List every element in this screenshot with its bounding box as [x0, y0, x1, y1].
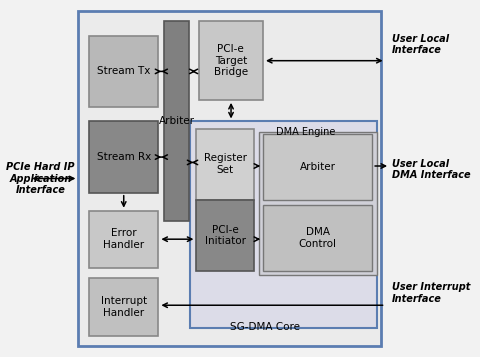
Text: Arbiter: Arbiter [158, 116, 194, 126]
Text: Stream Rx: Stream Rx [97, 152, 151, 162]
Bar [89, 121, 158, 193]
Bar [263, 205, 372, 271]
Text: PCI-e
Target
Bridge: PCI-e Target Bridge [214, 44, 248, 77]
Bar [199, 21, 263, 100]
Text: PCI-e
Initiator: PCI-e Initiator [205, 225, 246, 246]
Text: Error
Handler: Error Handler [103, 228, 144, 250]
Text: DMA
Control: DMA Control [299, 227, 336, 249]
Bar [164, 21, 189, 221]
Text: Stream Tx: Stream Tx [97, 66, 151, 76]
Text: DMA Engine: DMA Engine [276, 127, 336, 137]
Bar [196, 129, 254, 200]
Bar [263, 134, 372, 200]
Text: Arbiter: Arbiter [300, 162, 336, 172]
Bar [89, 211, 158, 268]
Bar [89, 36, 158, 107]
Text: User Local
DMA Interface: User Local DMA Interface [392, 159, 471, 180]
Bar [190, 121, 377, 328]
Text: Interrupt
Handler: Interrupt Handler [101, 296, 147, 318]
Text: Register
Set: Register Set [204, 154, 247, 175]
Bar [196, 200, 254, 271]
Text: User Interrupt
Interface: User Interrupt Interface [392, 282, 470, 303]
Bar [89, 278, 158, 336]
Text: PCIe Hard IP
Application
Interface: PCIe Hard IP Application Interface [6, 162, 75, 195]
Bar [78, 11, 381, 346]
Text: User Local
Interface: User Local Interface [392, 34, 449, 55]
Bar [259, 132, 377, 275]
Text: SG-DMA Core: SG-DMA Core [230, 322, 300, 332]
